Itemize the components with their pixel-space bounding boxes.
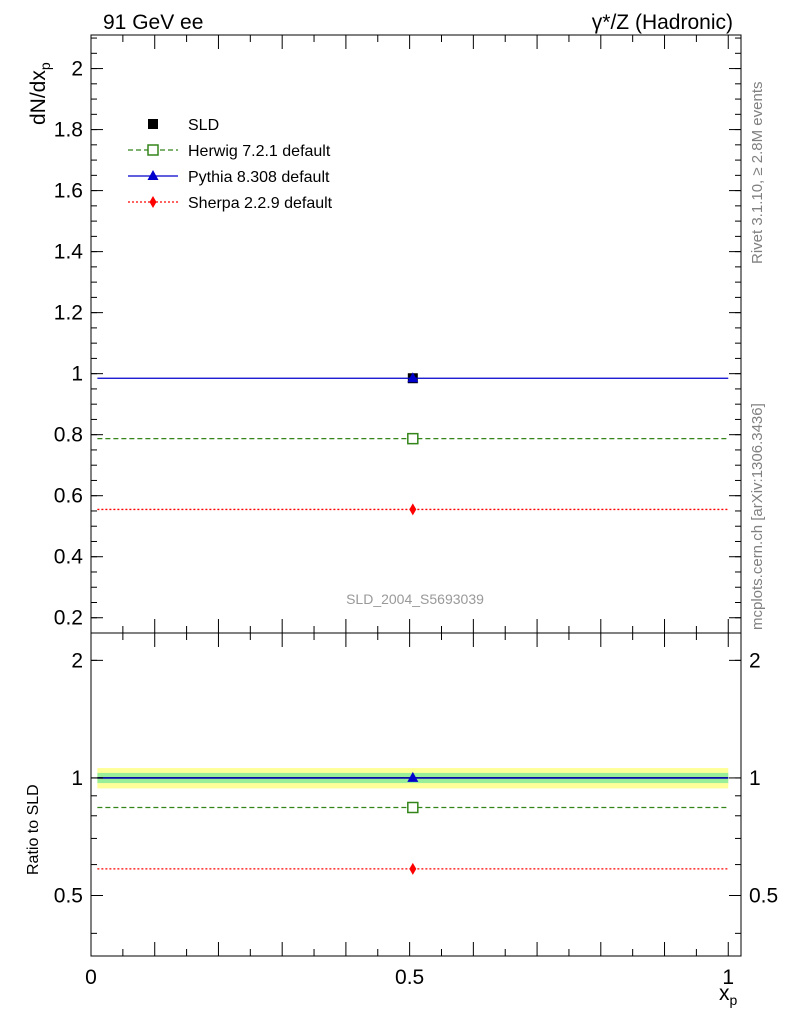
main-ylabel-subscript: p <box>37 62 53 70</box>
y-tick-label: 1.4 <box>54 241 84 264</box>
main-series-sherpa-2-2-9-default <box>97 503 729 516</box>
ratio-data-point <box>409 862 417 875</box>
main-data-point <box>407 432 419 445</box>
y-tick-label: 0.4 <box>54 546 84 569</box>
legend-label: Pythia 8.308 default <box>188 169 330 186</box>
y-tick-label: 0.6 <box>54 485 83 508</box>
ratio-frame <box>90 632 742 957</box>
y-tick-label: 1.2 <box>54 302 83 325</box>
y-tick-label: 2 <box>71 649 83 672</box>
legend-entry-pythia-8-308-default: Pythia 8.308 default <box>128 169 330 186</box>
main-series-pythia-8-308-default <box>97 372 729 383</box>
legend-entry-herwig-7-2-1-default: Herwig 7.2.1 default <box>128 143 331 160</box>
y-tick-label-right: 0.5 <box>749 885 778 908</box>
y-tick-label: 1.8 <box>54 119 83 142</box>
x-tick-label: 1 <box>722 966 734 989</box>
energy-label: 91 GeV ee <box>103 11 203 34</box>
ratio-panel: 0.5 0.5 1 1 2 2 0 0.5 1 Ratio to SLD xp <box>25 632 778 1008</box>
y-tick-label: 0.8 <box>54 424 83 447</box>
legend: SLD Herwig 7.2.1 default Pythia 8.308 defa… <box>128 117 333 212</box>
rivet-label: Rivet 3.1.10, ≥ 2.8M events <box>749 82 766 265</box>
ratio-data-point <box>407 771 419 782</box>
ratio-series-sherpa-2-2-9-default <box>97 862 729 875</box>
ratio-xlabel-subscript: p <box>730 992 738 1008</box>
y-tick-label: 1 <box>71 767 83 790</box>
legend-marker <box>149 196 157 208</box>
main-panel: 0.2 0.4 0.6 0.8 1 1.2 1.4 1.6 1.8 2 dN/dxp SLD_20… <box>27 34 742 634</box>
analysis-label: SLD_2004_S5693039 <box>346 591 484 607</box>
main-data-point <box>407 372 419 383</box>
y-tick-label: 2 <box>71 58 83 81</box>
y-tick-label: 0.5 <box>54 885 83 908</box>
source-label: mcplots.cern.ch [arXiv:1306.3436] <box>749 403 766 630</box>
ratio-series-pythia-8-308-default <box>97 771 729 782</box>
y-tick-label-right: 2 <box>749 649 761 672</box>
main-data-point <box>409 503 417 516</box>
legend-label: Sherpa 2.2.9 default <box>188 195 333 212</box>
ratio-series-herwig-7-2-1-default <box>97 801 729 814</box>
process-label: γ*/Z (Hadronic) <box>592 11 733 34</box>
x-tick-label: 0 <box>85 966 97 989</box>
x-tick-label: 0.5 <box>395 966 424 989</box>
legend-label: SLD <box>188 117 219 134</box>
ratio-data-point <box>407 801 419 814</box>
y-tick-label: 1.6 <box>54 180 83 203</box>
ratio-xlabel: xp <box>719 982 738 1008</box>
legend-entry-sherpa-2-2-9-default: Sherpa 2.2.9 default <box>128 195 333 212</box>
main-series-herwig-7-2-1-default <box>97 432 729 445</box>
y-tick-label-right: 1 <box>749 767 761 790</box>
legend-label: Herwig 7.2.1 default <box>188 143 331 160</box>
legend-marker <box>147 144 159 156</box>
legend-entry-sld: SLD <box>148 117 219 134</box>
legend-marker <box>148 119 158 129</box>
legend-marker <box>147 170 159 180</box>
ratio-ylabel: Ratio to SLD <box>25 784 42 875</box>
y-tick-label: 0.2 <box>54 607 83 630</box>
y-tick-label: 1 <box>71 363 83 386</box>
main-ylabel: dN/dxp <box>27 62 53 125</box>
